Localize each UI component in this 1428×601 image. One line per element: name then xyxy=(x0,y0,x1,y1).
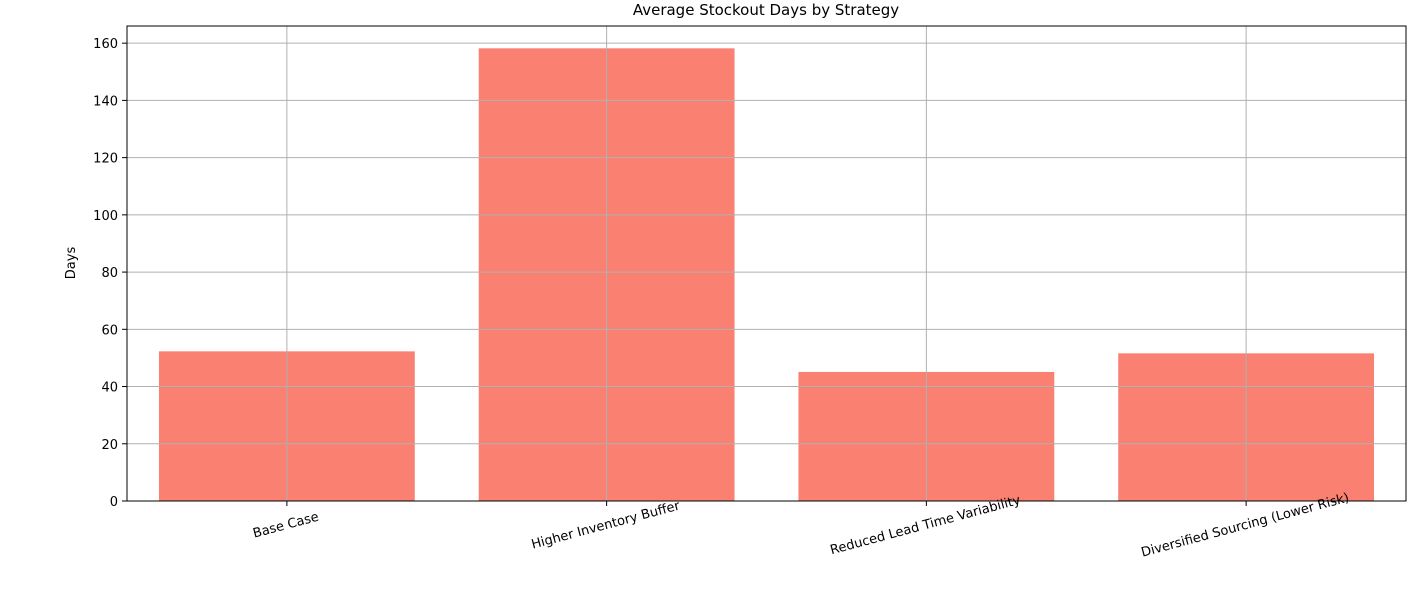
y-tick-label: 40 xyxy=(101,381,118,396)
y-tick-label: 60 xyxy=(101,323,118,338)
y-tick-label: 140 xyxy=(93,94,118,109)
bars xyxy=(158,48,1375,502)
y-tick-label: 0 xyxy=(110,495,118,510)
x-tick-label: Reduced Lead Time Variability xyxy=(829,493,1023,558)
y-axis-label: Days xyxy=(64,247,79,280)
y-tick-label: 100 xyxy=(93,209,118,224)
x-tick-label: Base Case xyxy=(251,510,320,542)
plot-frame xyxy=(126,25,1407,502)
y-tick-label: 160 xyxy=(93,37,118,52)
x-tick-label: Higher Inventory Buffer xyxy=(530,498,682,552)
y-axis: 0 20 40 60 80 100 120 140 160 xyxy=(93,37,127,510)
y-tick-label: 120 xyxy=(93,152,118,167)
chart-title: Average Stockout Days by Strategy xyxy=(633,1,899,19)
y-tick-label: 20 xyxy=(101,438,118,453)
y-tick-label: 80 xyxy=(101,266,118,281)
